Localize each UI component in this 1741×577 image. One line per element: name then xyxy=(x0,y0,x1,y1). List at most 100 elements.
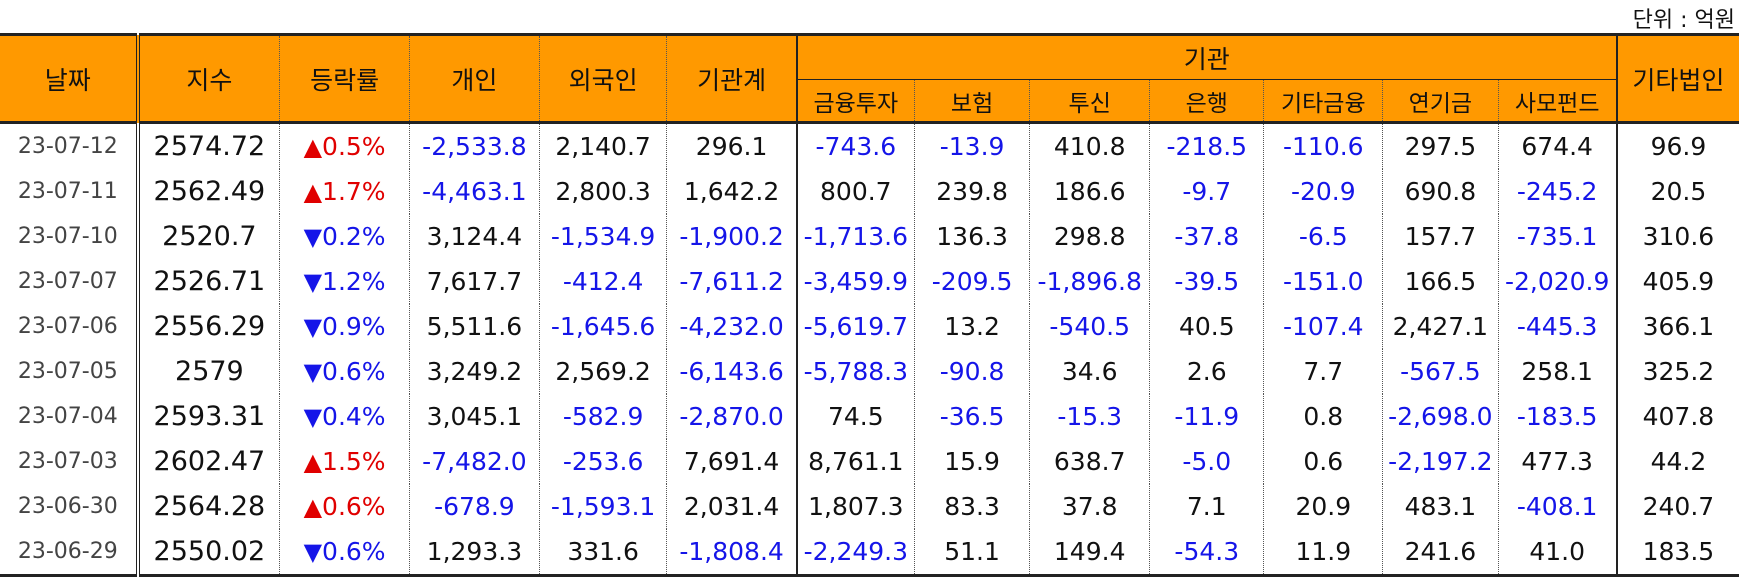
cell-fin-invest: -2,249.3 xyxy=(795,529,915,576)
cell-trust: 37.8 xyxy=(1029,484,1150,529)
cell-change: ▲1.7% xyxy=(279,169,410,214)
cell-foreign: -412.4 xyxy=(538,259,667,304)
cell-index: 2526.71 xyxy=(137,259,280,304)
header-insurance: 보험 xyxy=(913,79,1030,123)
header-change: 등락률 xyxy=(279,34,410,123)
cell-trust: -15.3 xyxy=(1029,394,1150,439)
cell-institution-total: -2,870.0 xyxy=(666,394,797,439)
cell-other-finance: -107.4 xyxy=(1263,304,1383,349)
cell-other-corp: 183.5 xyxy=(1615,529,1739,576)
cell-change: ▲0.6% xyxy=(279,484,410,529)
cell-bank: -11.9 xyxy=(1149,394,1264,439)
cell-bank: 2.6 xyxy=(1149,349,1264,394)
cell-trust: 34.6 xyxy=(1029,349,1150,394)
cell-pension: 241.6 xyxy=(1382,529,1499,576)
cell-insurance: 239.8 xyxy=(913,169,1030,214)
change-percent: 1.5% xyxy=(322,447,386,476)
cell-trust: 149.4 xyxy=(1029,529,1150,576)
cell-bank: -39.5 xyxy=(1149,259,1264,304)
cell-insurance: 136.3 xyxy=(913,214,1030,259)
cell-individual: -7,482.0 xyxy=(408,439,540,484)
cell-pension: 166.5 xyxy=(1382,259,1499,304)
table-row: 23-06-29 2550.02 ▼0.6% 1,293.3 331.6 -1,808.4… xyxy=(0,529,1739,576)
triangle-up-icon: ▲ xyxy=(303,133,323,161)
triangle-down-icon: ▼ xyxy=(303,223,323,251)
header-bank: 은행 xyxy=(1149,79,1264,123)
cell-change: ▲0.5% xyxy=(279,122,410,169)
cell-individual: 3,045.1 xyxy=(408,394,540,439)
cell-other-finance: 11.9 xyxy=(1263,529,1383,576)
cell-foreign: 2,569.2 xyxy=(538,349,667,394)
investor-trading-table: 날짜 지수 등락률 개인 외국인 기관계 기관 기타법인 금융투자 보험 투신 … xyxy=(0,33,1739,577)
cell-institution-total: 296.1 xyxy=(666,122,797,169)
table-row: 23-06-30 2564.28 ▲0.6% -678.9 -1,593.1 2,031.… xyxy=(0,484,1739,529)
header-institution: 기관 xyxy=(795,34,1617,80)
cell-fin-invest: -5,788.3 xyxy=(795,349,915,394)
cell-date: 23-07-07 xyxy=(0,259,140,304)
triangle-down-icon: ▼ xyxy=(303,358,323,386)
cell-bank: -9.7 xyxy=(1149,169,1264,214)
cell-private-fund: 41.0 xyxy=(1497,529,1617,576)
cell-insurance: -13.9 xyxy=(913,122,1030,169)
cell-private-fund: -445.3 xyxy=(1497,304,1617,349)
cell-private-fund: -183.5 xyxy=(1497,394,1617,439)
triangle-up-icon: ▲ xyxy=(303,448,323,476)
cell-private-fund: -408.1 xyxy=(1497,484,1617,529)
cell-foreign: 331.6 xyxy=(538,529,667,576)
cell-date: 23-07-06 xyxy=(0,304,140,349)
cell-trust: 298.8 xyxy=(1029,214,1150,259)
cell-fin-invest: 800.7 xyxy=(795,169,915,214)
cell-fin-invest: 8,761.1 xyxy=(795,439,915,484)
header-trust: 투신 xyxy=(1029,79,1150,123)
change-percent: 0.4% xyxy=(322,402,386,431)
cell-insurance: 83.3 xyxy=(913,484,1030,529)
change-percent: 1.2% xyxy=(322,267,386,296)
cell-foreign: -582.9 xyxy=(538,394,667,439)
cell-index: 2520.7 xyxy=(137,214,280,259)
cell-institution-total: -6,143.6 xyxy=(666,349,797,394)
cell-trust: 410.8 xyxy=(1029,122,1150,169)
cell-fin-invest: -3,459.9 xyxy=(795,259,915,304)
cell-date: 23-07-10 xyxy=(0,214,140,259)
cell-private-fund: 258.1 xyxy=(1497,349,1617,394)
cell-other-finance: 7.7 xyxy=(1263,349,1383,394)
cell-change: ▼0.6% xyxy=(279,529,410,576)
cell-bank: -54.3 xyxy=(1149,529,1264,576)
cell-foreign: -1,645.6 xyxy=(538,304,667,349)
change-percent: 1.7% xyxy=(322,177,386,206)
cell-other-finance: -20.9 xyxy=(1263,169,1383,214)
table-row: 23-07-10 2520.7 ▼0.2% 3,124.4 -1,534.9 -1,900… xyxy=(0,214,1739,259)
cell-other-corp: 20.5 xyxy=(1615,169,1739,214)
cell-private-fund: -735.1 xyxy=(1497,214,1617,259)
triangle-up-icon: ▲ xyxy=(303,178,323,206)
cell-foreign: -1,534.9 xyxy=(538,214,667,259)
cell-insurance: 15.9 xyxy=(913,439,1030,484)
cell-trust: 638.7 xyxy=(1029,439,1150,484)
cell-fin-invest: -5,619.7 xyxy=(795,304,915,349)
cell-insurance: 13.2 xyxy=(913,304,1030,349)
cell-change: ▼0.2% xyxy=(279,214,410,259)
cell-index: 2593.31 xyxy=(137,394,280,439)
cell-foreign: 2,140.7 xyxy=(538,122,667,169)
cell-fin-invest: -1,713.6 xyxy=(795,214,915,259)
triangle-down-icon: ▼ xyxy=(303,313,323,341)
cell-change: ▲1.5% xyxy=(279,439,410,484)
header-private-fund: 사모펀드 xyxy=(1497,79,1617,123)
header-fin-invest: 금융투자 xyxy=(795,79,915,123)
header-pension: 연기금 xyxy=(1382,79,1499,123)
header-individual: 개인 xyxy=(408,34,540,123)
header-index: 지수 xyxy=(137,34,280,123)
cell-other-finance: 0.6 xyxy=(1263,439,1383,484)
triangle-down-icon: ▼ xyxy=(303,403,323,431)
cell-individual: -678.9 xyxy=(408,484,540,529)
change-percent: 0.2% xyxy=(322,222,386,251)
cell-institution-total: 2,031.4 xyxy=(666,484,797,529)
cell-other-finance: -6.5 xyxy=(1263,214,1383,259)
cell-insurance: 51.1 xyxy=(913,529,1030,576)
cell-pension: 157.7 xyxy=(1382,214,1499,259)
cell-pension: 690.8 xyxy=(1382,169,1499,214)
cell-pension: -2,197.2 xyxy=(1382,439,1499,484)
cell-trust: -540.5 xyxy=(1029,304,1150,349)
cell-foreign: 2,800.3 xyxy=(538,169,667,214)
